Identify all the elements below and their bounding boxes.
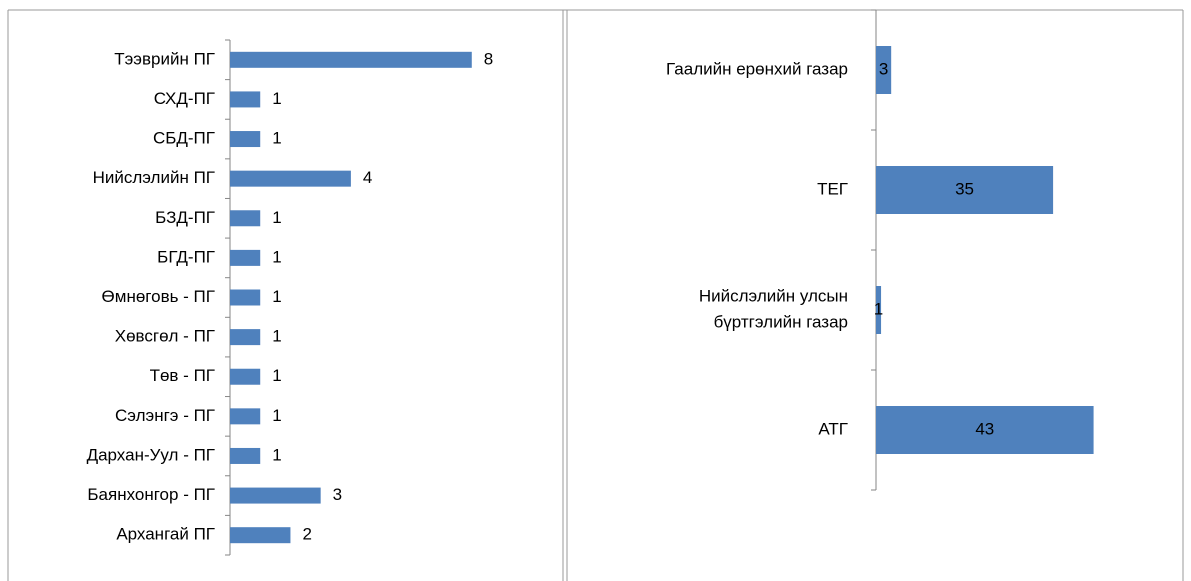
category-label: Дархан-Уул - ПГ [87,445,215,464]
category-label: Өмнөговь - ПГ [102,287,215,306]
category-label: Нийслэлийн ПГ [93,168,215,187]
value-label: 1 [272,406,281,425]
value-label: 43 [975,419,994,438]
bar [230,447,261,464]
category-label: Хөвсгөл - ПГ [115,327,215,346]
value-label: 1 [272,208,281,227]
bar [230,170,351,187]
value-label: 1 [272,445,281,464]
bar [876,46,892,94]
bar [230,210,261,227]
bar [230,289,261,306]
bar [230,368,261,385]
bar [230,487,321,504]
value-label: 35 [955,179,974,198]
value-label: 1 [272,89,281,108]
bar [230,329,261,346]
bar [230,91,261,108]
value-label: 3 [333,485,342,504]
value-label: 3 [879,59,888,78]
value-label: 4 [363,168,372,187]
category-label: Баянхонгор - ПГ [87,485,215,504]
category-label: БЗД-ПГ [155,208,215,227]
value-label: 1 [874,299,883,318]
value-label: 1 [272,327,281,346]
bar [876,166,1054,214]
value-label: 1 [272,129,281,148]
category-label: АТГ [818,419,848,438]
value-label: 1 [272,366,281,385]
category-label: бүртгэлийн газар [714,312,848,331]
bar [230,249,261,266]
bar [230,51,472,68]
category-label: Төв - ПГ [150,366,215,385]
category-label: Тээврийн ПГ [114,49,215,68]
value-label: 8 [484,49,493,68]
category-label: ТЕГ [817,179,848,198]
category-label: СХД-ПГ [154,89,215,108]
category-label: Гаалийн ерөнхий газар [666,59,848,78]
bar [876,286,882,334]
category-label: БГД-ПГ [157,247,215,266]
bar [230,408,261,425]
bar [230,527,291,544]
category-label: Сэлэнгэ - ПГ [115,406,215,425]
category-label: СБД-ПГ [153,129,215,148]
bar [876,406,1094,454]
value-label: 2 [302,525,311,544]
bar [230,131,261,148]
category-label: Архангай ПГ [116,525,215,544]
value-label: 1 [272,247,281,266]
category-label: Нийслэлийн улсын [699,286,848,305]
value-label: 1 [272,287,281,306]
